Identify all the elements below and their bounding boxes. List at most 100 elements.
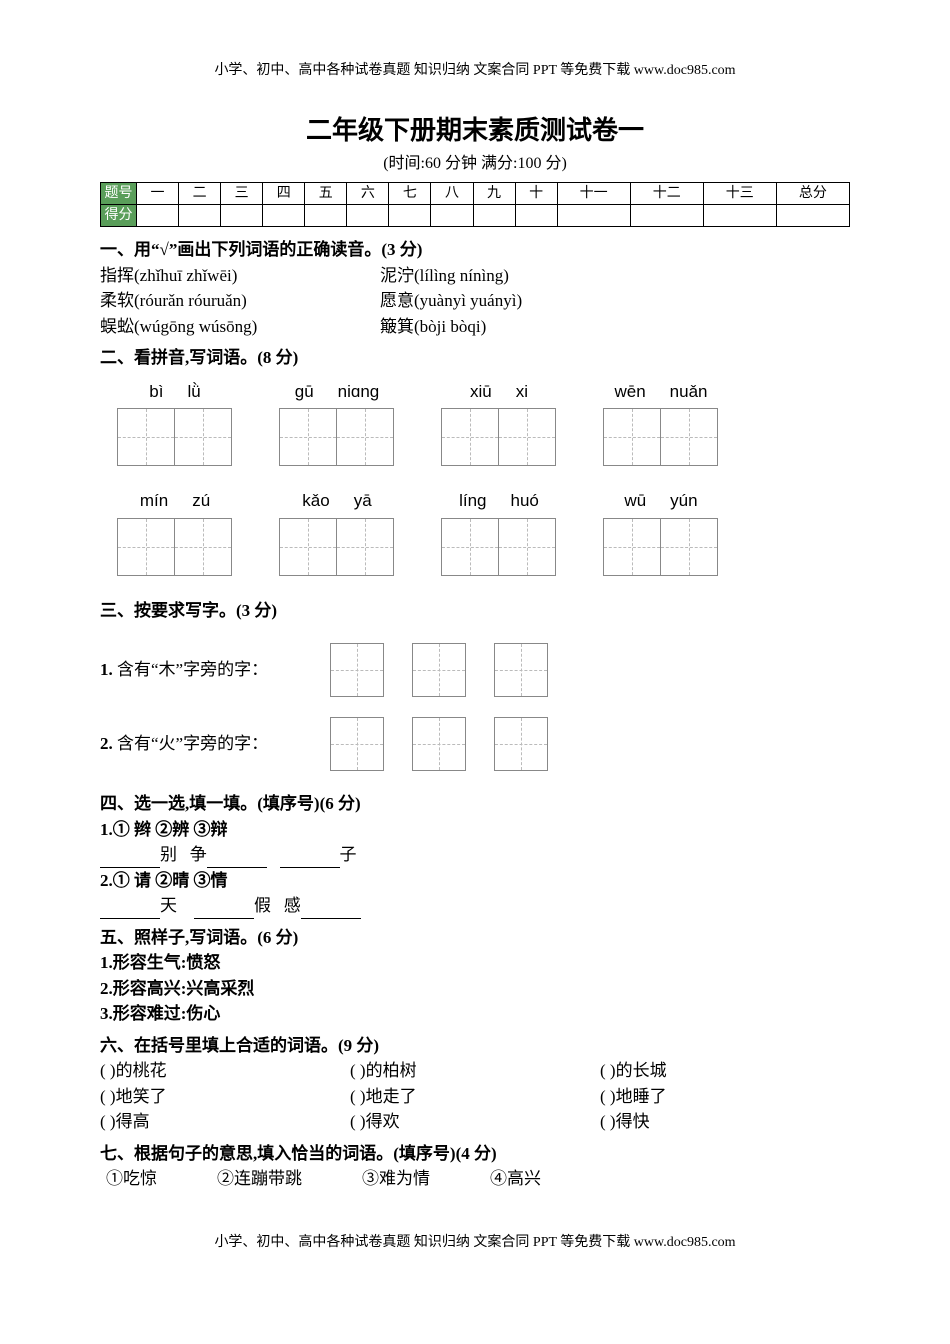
q6-cell[interactable]: ( )的长城: [600, 1058, 820, 1084]
q5-l3: 3.形容难过:伤心: [100, 1004, 220, 1023]
char-box[interactable]: [174, 408, 232, 466]
col-3: 三: [221, 183, 263, 205]
q7-heading: 七、根据句子的意思,填入恰当的词语。(填序号)(4 分): [100, 1141, 850, 1167]
char-box[interactable]: [494, 717, 548, 771]
char-box[interactable]: [174, 518, 232, 576]
fill-blank[interactable]: [100, 849, 160, 868]
fill-blank[interactable]: [280, 849, 340, 868]
q4-2a: 2.① 请 ②晴 ③情: [100, 871, 228, 890]
pinyin: yún: [670, 488, 697, 514]
col-12: 十二: [630, 183, 703, 205]
q2-group-4: wēnnuǎn: [604, 379, 718, 467]
q2-group-8: wūyún: [604, 488, 718, 576]
q6-cell[interactable]: ( )得快: [600, 1109, 820, 1135]
q2-group-1: bìlǜ: [118, 379, 232, 467]
q6-cell[interactable]: ( )的柏树: [350, 1058, 600, 1084]
q3-prompt-1: 1. 含有“木”字旁的字：: [100, 643, 850, 697]
char-box[interactable]: [660, 518, 718, 576]
q2-group-6: kǎoyā: [280, 488, 394, 576]
q2-group-2: gūniɑng: [280, 379, 394, 467]
char-box[interactable]: [441, 518, 499, 576]
char-box[interactable]: [412, 643, 466, 697]
q1-heading: 一、用“√”画出下列词语的正确读音。(3 分): [100, 237, 850, 263]
score-row2-label: 得分: [101, 205, 137, 227]
col-7: 七: [389, 183, 431, 205]
char-box[interactable]: [336, 518, 394, 576]
char-box[interactable]: [330, 643, 384, 697]
page-footer: 小学、初中、高中各种试卷真题 知识归纳 文案合同 PPT 等免费下载 www.d…: [100, 1232, 850, 1253]
q1-item-2l: 柔软(róurǎn róuruǎn): [100, 288, 380, 314]
q2-group-7: línghuó: [442, 488, 556, 576]
char-box[interactable]: [279, 408, 337, 466]
char-box[interactable]: [336, 408, 394, 466]
q4-2b-a: 天: [160, 896, 177, 915]
q7-opt-4: ④高兴: [490, 1166, 541, 1192]
q1-item-3l: 蜈蚣(wúgōng wúsōng): [100, 314, 380, 340]
q2-group-3: xiūxi: [442, 379, 556, 467]
q7-options: ①吃惊 ②连蹦带跳 ③难为情 ④高兴: [106, 1166, 850, 1192]
char-box[interactable]: [603, 408, 661, 466]
char-box[interactable]: [412, 717, 466, 771]
char-box[interactable]: [494, 643, 548, 697]
q5-heading: 五、照样子,写词语。(6 分): [100, 925, 850, 951]
page-header: 小学、初中、高中各种试卷真题 知识归纳 文案合同 PPT 等免费下载 www.d…: [100, 60, 850, 81]
score-table: 题号 一 二 三 四 五 六 七 八 九 十 十一 十二 十三 总分 得分: [100, 182, 850, 227]
q6-cell[interactable]: ( )的桃花: [100, 1058, 350, 1084]
q3-num-1: 1.: [100, 660, 113, 679]
fill-blank[interactable]: [100, 900, 160, 919]
pinyin: kǎo: [302, 488, 329, 514]
q4-1b-a: 别: [160, 845, 177, 864]
char-box[interactable]: [279, 518, 337, 576]
col-6: 六: [347, 183, 389, 205]
char-box[interactable]: [498, 518, 556, 576]
q7-opt-1: ①吃惊: [106, 1166, 157, 1192]
char-box[interactable]: [660, 408, 718, 466]
q2-heading: 二、看拼音,写词语。(8 分): [100, 345, 850, 371]
char-box[interactable]: [603, 518, 661, 576]
q4-1b-b: 争: [190, 845, 207, 864]
q2-group-5: mínzú: [118, 488, 232, 576]
pinyin: zú: [192, 488, 210, 514]
q6-cell[interactable]: ( )得欢: [350, 1109, 600, 1135]
col-9: 九: [473, 183, 515, 205]
char-box[interactable]: [498, 408, 556, 466]
q5-l2: 2.形容高兴:兴高采烈: [100, 979, 254, 998]
score-row1-label: 题号: [101, 183, 137, 205]
pinyin: wū: [624, 488, 646, 514]
char-box[interactable]: [117, 408, 175, 466]
pinyin: niɑng: [338, 379, 380, 405]
pinyin: gū: [295, 379, 314, 405]
pinyin: xi: [516, 379, 528, 405]
exam-title: 二年级下册期末素质测试卷一: [100, 111, 850, 150]
q2-row1: bìlǜ gūniɑng xiūxi wēnnuǎn: [118, 379, 850, 467]
q6-cell[interactable]: ( )地笑了: [100, 1084, 350, 1110]
col-5: 五: [305, 183, 347, 205]
q4-heading: 四、选一选,填一填。(填序号)(6 分): [100, 791, 850, 817]
q6-cell[interactable]: ( )地走了: [350, 1084, 600, 1110]
pinyin: yā: [354, 488, 372, 514]
pinyin: wēn: [614, 379, 645, 405]
score-header-row: 题号 一 二 三 四 五 六 七 八 九 十 十一 十二 十三 总分: [101, 183, 850, 205]
fill-blank[interactable]: [194, 900, 254, 919]
q6-cell[interactable]: ( )得高: [100, 1109, 350, 1135]
q4-1a: 1.① 辫 ②辨 ③辩: [100, 820, 228, 839]
col-total: 总分: [776, 183, 849, 205]
char-box[interactable]: [441, 408, 499, 466]
col-2: 二: [179, 183, 221, 205]
q4-1b-c: 子: [340, 845, 357, 864]
q3-text-2: 含有“火”字旁的字：: [113, 734, 268, 753]
q4-2b-c: 感: [284, 896, 301, 915]
q3-heading: 三、按要求写字。(3 分): [100, 598, 850, 624]
q3-prompt-2: 2. 含有“火”字旁的字：: [100, 717, 850, 771]
q7-opt-3: ③难为情: [362, 1166, 430, 1192]
char-box[interactable]: [330, 717, 384, 771]
char-box[interactable]: [117, 518, 175, 576]
pinyin: bì: [149, 379, 163, 405]
pinyin: líng: [459, 488, 486, 514]
fill-blank[interactable]: [207, 849, 267, 868]
q6-cell[interactable]: ( )地睡了: [600, 1084, 820, 1110]
q2-row2: mínzú kǎoyā línghuó wūyún: [118, 488, 850, 576]
fill-blank[interactable]: [301, 900, 361, 919]
pinyin: lǜ: [187, 379, 200, 405]
exam-subtitle: (时间:60 分钟 满分:100 分): [100, 152, 850, 176]
